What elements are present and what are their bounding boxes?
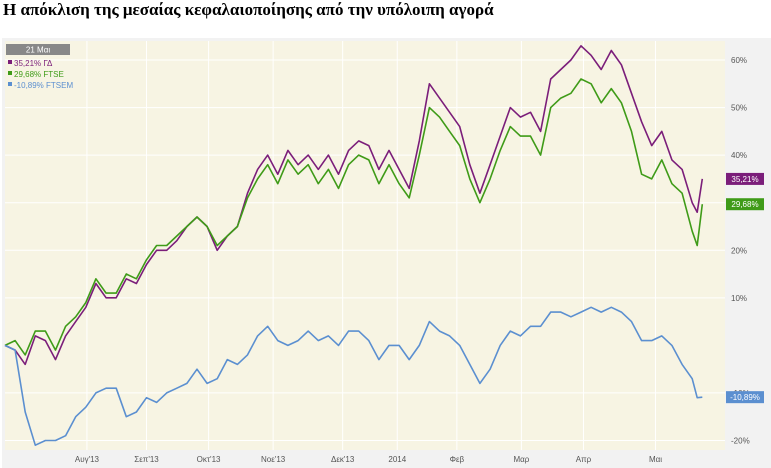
y-tick-label: 40% [731, 151, 747, 160]
legend-swatch [8, 60, 12, 64]
end-badge-label: 35,21% [731, 175, 758, 184]
plot-area [5, 41, 725, 450]
end-badge [726, 198, 764, 211]
end-badge [726, 391, 764, 404]
series-line-ftsem [4, 306, 703, 446]
end-badge-label: -10,89% [730, 393, 760, 402]
x-tick-label: Μαι [649, 455, 662, 464]
y-tick-label: -20% [731, 436, 750, 445]
line-chart[interactable]: 60%50%40%30%20%10%-10%-20%Αυγ'13Σεπ'13Οκ… [2, 38, 771, 468]
x-tick-label: Φεβ [450, 455, 465, 464]
x-tick-label: Απρ [576, 455, 592, 464]
date-readout-box [6, 44, 70, 55]
series-line-γδ [4, 45, 704, 366]
legend-swatch [8, 71, 12, 75]
y-tick-label: 50% [731, 104, 747, 113]
y-tick-label: 10% [731, 294, 747, 303]
chart-frame: 60%50%40%30%20%10%-10%-20%Αυγ'13Σεπ'13Οκ… [2, 38, 771, 468]
x-tick-label: Οκτ'13 [197, 455, 221, 464]
legend-swatch [8, 82, 12, 86]
y-tick-label: 20% [731, 246, 747, 255]
end-badge [726, 172, 764, 185]
end-badge-label: 29,68% [731, 200, 758, 209]
date-readout: 21 Μαι [26, 46, 50, 55]
x-tick-label: Νοε'13 [261, 455, 286, 464]
legend-entry: -10,89% FTSEM [14, 81, 73, 90]
x-tick-label: Σεπ'13 [134, 455, 159, 464]
x-tick-label: 2014 [388, 455, 406, 464]
x-tick-label: Μαρ [513, 455, 529, 464]
legend-entry: 29,68% FTSE [14, 70, 64, 79]
y-tick-label: 60% [731, 56, 747, 65]
x-tick-label: Δεκ'13 [331, 455, 355, 464]
series-line-ftse [4, 78, 704, 356]
x-tick-label: Αυγ'13 [75, 455, 100, 464]
headline: Η απόκλιση της μεσαίας κεφαλαιοποίησης α… [3, 0, 494, 19]
legend-entry: 35,21% ΓΔ [14, 59, 53, 68]
